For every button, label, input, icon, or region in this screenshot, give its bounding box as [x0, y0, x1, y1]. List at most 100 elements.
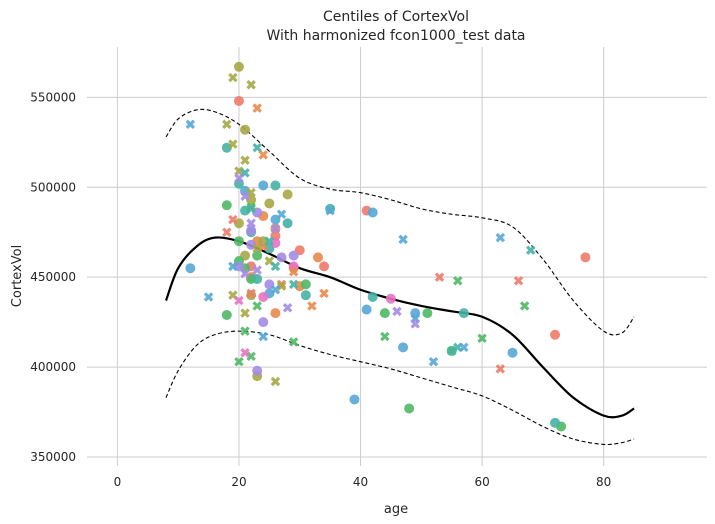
scatter-cross [252, 265, 262, 275]
scatter-point [398, 342, 409, 353]
x-tick-label: 40 [353, 475, 368, 489]
scatter-cross [252, 142, 262, 153]
scatter-point [233, 95, 244, 106]
scatter-cross [246, 288, 256, 299]
x-tick-label: 60 [474, 475, 489, 489]
scatter-cross [246, 204, 256, 214]
scatter-cross [240, 268, 250, 279]
scatter-cross [240, 347, 250, 358]
scatter-point [270, 180, 281, 191]
outer-centile-line [165, 108, 635, 336]
x-tick-label: 20 [231, 475, 246, 489]
scatter-point [246, 239, 257, 250]
scatter-point [233, 218, 244, 229]
scatter-point [233, 61, 244, 72]
scatter-point [270, 238, 281, 249]
scatter-cross [258, 150, 269, 160]
scatter-cross [392, 306, 402, 317]
scatter-point [300, 279, 311, 290]
scatter-cross [282, 303, 293, 313]
scatter-cross [264, 236, 275, 246]
scatter-cross [246, 80, 256, 90]
scatter-cross [428, 356, 439, 367]
scatter-cross [234, 166, 244, 176]
scatter-cross [270, 223, 281, 234]
x-tick-label: 0 [114, 475, 122, 489]
y-tick-label: 450000 [30, 270, 76, 284]
scatter-cross [495, 364, 506, 374]
scatter-point [361, 304, 372, 315]
scatter-point [282, 218, 293, 229]
scatter-cross [453, 276, 463, 286]
scatter-cross [398, 234, 408, 245]
scatter-cross [234, 295, 244, 306]
scatter-point [458, 308, 469, 319]
scatter-cross [380, 331, 390, 342]
scatter-cross [222, 227, 232, 237]
scatter-cross [495, 232, 506, 243]
scatter-point [252, 365, 263, 376]
scatter-cross [246, 218, 256, 228]
scatter-point [221, 142, 232, 153]
scatter-point [385, 293, 396, 304]
chart-subtitle: With harmonized fcon1000_test data [266, 28, 525, 44]
scatter-cross [252, 243, 262, 254]
scatter-points [185, 61, 591, 432]
scatter-point [349, 394, 360, 405]
scatter-cross [513, 276, 524, 286]
scatter-cross [477, 333, 487, 344]
scatter-cross [270, 285, 281, 295]
scatter-point [185, 263, 196, 274]
scatter-cross [185, 119, 196, 130]
scatter-cross [222, 119, 232, 130]
scatter-cross [240, 326, 250, 336]
scatter-cross [203, 292, 214, 302]
scatter-point [312, 252, 323, 263]
scatter-point [379, 308, 390, 319]
scatter-point [288, 250, 299, 261]
scatter-point [367, 291, 378, 302]
scatter-cross [246, 187, 256, 198]
scatter-point [580, 252, 591, 263]
chart-title: Centiles of CortexVol [323, 9, 469, 25]
scatter-cross [307, 301, 317, 311]
scatter-cross [270, 376, 281, 387]
scatter-cross [258, 331, 269, 342]
scatter-cross [252, 103, 262, 113]
y-axis-label: CortexVol [10, 245, 25, 307]
scatter-cross [519, 301, 530, 311]
y-tick-label: 400000 [30, 360, 76, 374]
x-tick-label: 80 [596, 475, 611, 489]
y-tick-label: 350000 [30, 450, 76, 464]
scatter-cross [525, 245, 536, 255]
scatter-point [550, 417, 561, 428]
scatter-cross [288, 267, 299, 277]
scatter-cross [240, 191, 250, 201]
scatter-point [258, 317, 269, 328]
scatter-point [258, 180, 269, 191]
scatter-cross [228, 139, 238, 149]
tick-labels: 0 20 40 60 80 350000 400000 450000 500000 550000 [30, 90, 611, 489]
scatter-cross [252, 301, 262, 311]
scatter-cross [276, 281, 287, 291]
scatter-point [550, 329, 561, 340]
scatter-cross [459, 342, 469, 353]
scatter-point [404, 403, 415, 414]
scatter-cross [446, 346, 457, 356]
scatter-cross [228, 214, 238, 225]
scatter-point [282, 189, 293, 200]
scatter-point [221, 309, 232, 320]
scatter-cross [246, 351, 256, 362]
scatter-cross [288, 279, 299, 290]
scatter-cross [276, 209, 287, 219]
outer-centile-line [165, 330, 635, 446]
x-axis-label: age [384, 502, 408, 517]
grid [87, 47, 707, 466]
scatter-cross [234, 356, 244, 367]
scatter-cross [270, 261, 281, 272]
scatter-cross [288, 337, 299, 347]
scatter-point [233, 236, 244, 247]
scatter-cross [319, 288, 329, 299]
scatter-point [507, 347, 518, 358]
